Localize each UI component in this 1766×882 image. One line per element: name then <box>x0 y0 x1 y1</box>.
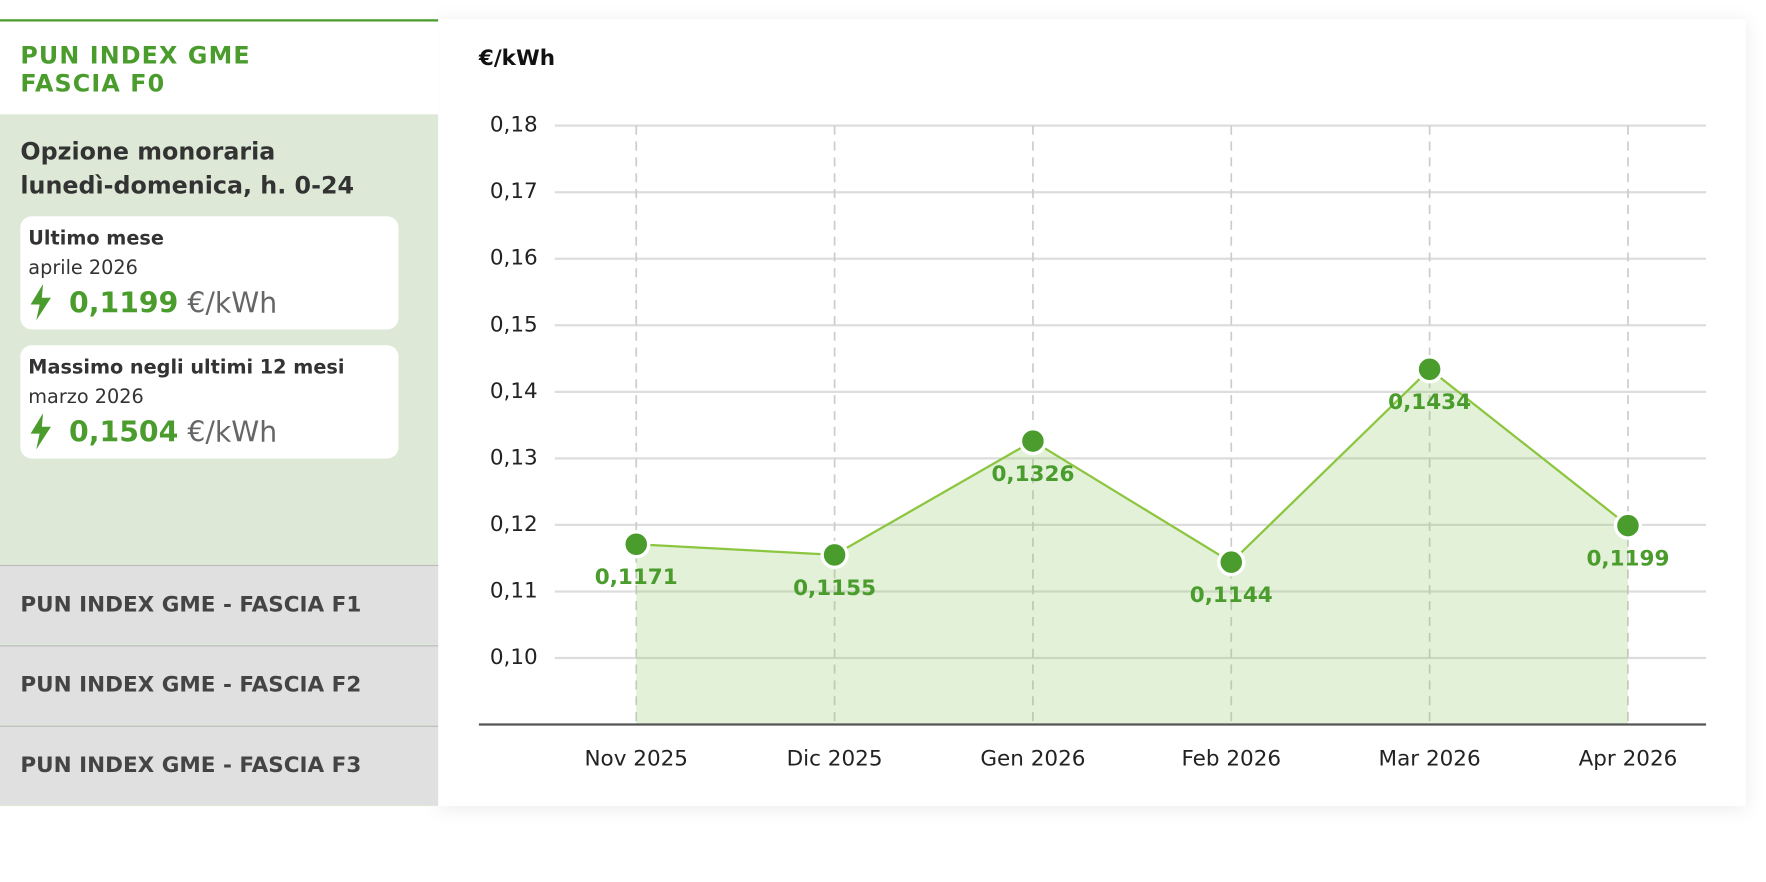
y-tick-label: 0,12 <box>490 512 538 537</box>
point <box>820 540 849 570</box>
y-axis-label: €/kWh <box>478 46 555 71</box>
chart-card <box>438 19 1746 807</box>
y-tick-label: 0,14 <box>490 379 538 404</box>
card-label: Massimo negli ultimi 12 mesi <box>28 356 345 380</box>
desc-line: lunedì-domenica, h. 0-24 <box>20 172 355 200</box>
x-tick-label: Gen 2026 <box>980 747 1085 772</box>
y-tick-label: 0,17 <box>490 179 538 204</box>
card-value: 0,1504 <box>69 414 179 448</box>
accordion-item[interactable]: PUN INDEX GME - FASCIA F1 <box>0 564 439 645</box>
x-tick-label: Mar 2026 <box>1379 747 1481 772</box>
card-unit: €/kWh <box>187 285 278 319</box>
active-tab[interactable]: PUN INDEX GME FASCIA F0 <box>0 19 439 115</box>
area-fill <box>636 369 1628 725</box>
y-tick-label: 0,13 <box>490 445 538 470</box>
y-tick-label: 0,18 <box>490 113 538 138</box>
value-label: 0,1171 <box>595 565 678 590</box>
card-value-row: 0,1199 €/kWh <box>28 284 390 321</box>
value-label: 0,1144 <box>1190 583 1273 608</box>
x-tick-label: Nov 2025 <box>584 747 688 772</box>
y-tick-label: 0,11 <box>490 578 538 603</box>
point <box>1613 511 1643 540</box>
value-label: 0,1155 <box>793 576 876 601</box>
y-tick-label: 0,15 <box>490 312 538 337</box>
bolt-icon <box>30 413 51 450</box>
x-tick-label: Feb 2026 <box>1181 747 1281 772</box>
card-unit: €/kWh <box>187 414 278 448</box>
point <box>1217 548 1246 577</box>
info-card: Ultimo mese aprile 2026 0,1199 €/kWh <box>20 216 399 330</box>
card-value: 0,1199 <box>69 285 179 319</box>
x-tick-label: Dic 2025 <box>787 747 883 772</box>
card-value-row: 0,1504 €/kWh <box>28 413 390 450</box>
cards: Ultimo mese aprile 2026 0,1199 €/kWh Massimo… <box>0 216 438 459</box>
description: Opzione monoraria lunedì-domenica, h. 0-2… <box>0 114 438 216</box>
title-line: PUN INDEX GME <box>20 41 251 70</box>
value-label: 0,1434 <box>1388 390 1471 415</box>
x-tick-label: Apr 2026 <box>1579 747 1678 772</box>
card-period: marzo 2026 <box>28 386 144 409</box>
y-tick-label: 0,10 <box>490 645 538 670</box>
line <box>636 367 1629 564</box>
point <box>1018 426 1048 456</box>
value-label: 0,1326 <box>991 462 1074 487</box>
point <box>622 530 651 559</box>
info-card: Massimo negli ultimi 12 mesi marzo 2026 0,… <box>20 345 399 459</box>
title-line: FASCIA F0 <box>20 70 166 98</box>
card-label: Ultimo mese <box>28 227 164 251</box>
accordion-item[interactable]: PUN INDEX GME - FASCIA F2 <box>0 645 439 725</box>
y-tick-label: 0,16 <box>490 246 538 271</box>
bolt-icon <box>30 284 51 321</box>
desc-line: Opzione monoraria <box>20 138 276 166</box>
value-label: 0,1199 <box>1586 547 1669 572</box>
accordion-item[interactable]: PUN INDEX GME - FASCIA F3 <box>0 725 439 805</box>
point <box>1415 355 1444 384</box>
card-period: aprile 2026 <box>28 256 138 280</box>
